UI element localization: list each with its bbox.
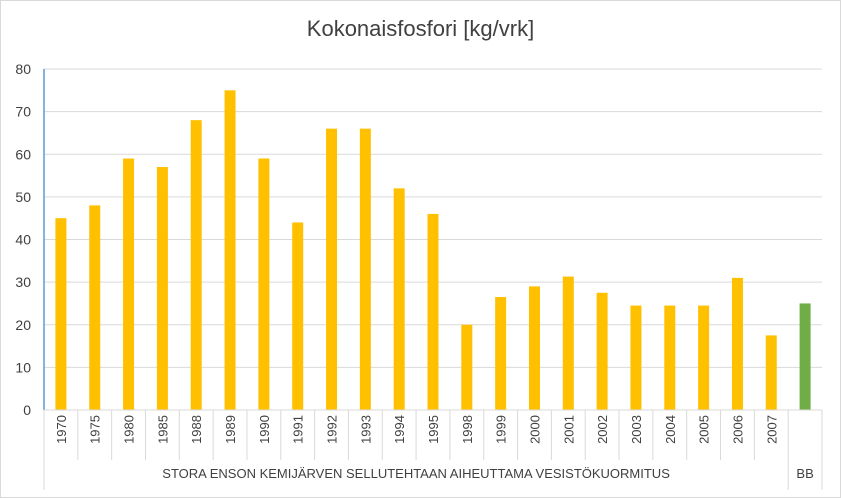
bar [89,205,101,410]
x-tick-label: 1985 [155,415,170,444]
x-tick-label: 1975 [88,415,103,444]
y-tick-label: 70 [15,104,31,120]
bar [224,90,236,410]
bar [596,292,608,410]
x-tick-label: 1998 [460,415,475,444]
x-tick-label: 2002 [595,415,610,444]
y-tick-label: 80 [15,61,31,77]
bar [799,303,811,410]
y-tick-label: 30 [15,274,31,290]
x-tick-label: 1995 [426,415,441,444]
bar [731,277,743,410]
bar [123,158,135,410]
bar [156,167,168,410]
bar [258,158,270,410]
bar [55,218,67,410]
x-tick-label: 2003 [629,415,644,444]
chart-title: Kokonaisfosfori [kg/vrk] [306,16,535,41]
y-tick-label: 0 [23,402,31,418]
bar [292,222,304,410]
bar [326,128,338,411]
bar [528,286,540,410]
bar [495,297,507,410]
x-tick-label: 2001 [561,415,576,444]
bar [664,305,676,410]
x-tick-label: 1988 [189,415,204,444]
bar [461,324,473,410]
x-tick-label: 1989 [223,415,238,444]
y-tick-label: 60 [15,146,31,162]
x-tick-label: 1970 [54,415,69,444]
bar [698,305,710,410]
x-tick-label: 1990 [257,415,272,444]
x-tick-label: 2007 [764,415,779,444]
x-tick-label: 2006 [730,415,745,444]
y-tick-label: 10 [15,359,31,375]
bar [562,276,574,410]
x-tick-label: 2005 [697,415,712,444]
x-tick-label: 1994 [392,415,407,444]
bar [393,188,405,410]
x-tick-label: 1980 [122,415,137,444]
x-tick-label: 1992 [325,415,340,444]
y-tick-label: 40 [15,232,31,248]
x-tick-label: 2000 [527,415,542,444]
x-tick-label: 1993 [358,415,373,444]
x-tick-label: 1999 [494,415,509,444]
y-tick-label: 20 [15,317,31,333]
y-tick-label: 50 [15,189,31,205]
bar [359,128,371,411]
bar [765,335,777,410]
x-group-label: STORA ENSON KEMIJÄRVEN SELLUTEHTAAN AIHE… [162,466,670,481]
bar [427,213,439,410]
x-tick-label: 1991 [291,415,306,444]
x-tick-label: 2004 [663,415,678,444]
bar [630,305,642,410]
bar [190,120,202,411]
x-group-label: BB [796,466,813,481]
